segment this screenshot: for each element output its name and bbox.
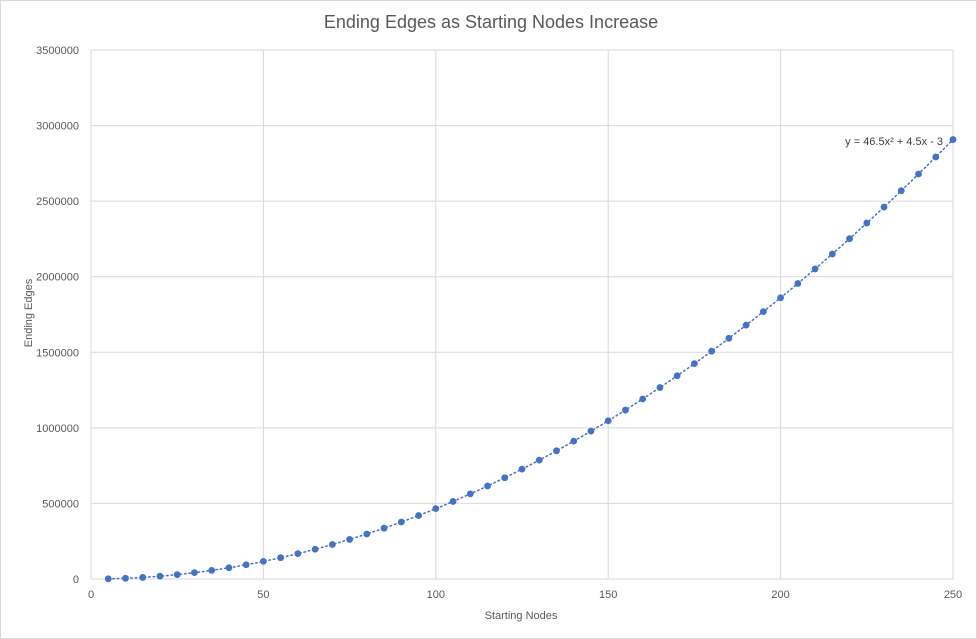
data-point — [225, 564, 233, 572]
data-point — [311, 545, 319, 553]
data-point — [828, 250, 836, 258]
data-point — [363, 530, 371, 538]
y-tick-label: 3500000 — [36, 45, 79, 57]
data-point — [191, 569, 198, 577]
y-tick-label: 0 — [73, 574, 79, 586]
data-point — [380, 524, 388, 532]
x-tick-label: 100 — [427, 589, 445, 601]
data-point — [863, 219, 871, 227]
data-point — [156, 572, 164, 580]
data-point — [242, 561, 250, 569]
data-point — [518, 465, 526, 473]
data-point — [122, 574, 129, 582]
data-point — [691, 360, 698, 368]
data-point — [294, 550, 302, 558]
data-point — [397, 518, 405, 526]
data-point — [949, 136, 957, 143]
data-point — [622, 406, 629, 414]
data-point — [915, 170, 922, 178]
data-point — [466, 490, 474, 498]
data-point — [725, 334, 733, 342]
data-point — [794, 280, 802, 287]
x-tick-label: 150 — [599, 589, 617, 601]
trendline-group — [107, 138, 954, 580]
data-point — [587, 427, 595, 435]
data-point — [777, 294, 784, 302]
data-points — [104, 136, 957, 583]
data-point — [277, 554, 285, 562]
data-point — [897, 187, 905, 195]
data-point — [484, 482, 491, 490]
x-tick-label: 50 — [257, 589, 269, 601]
gridlines — [90, 49, 954, 580]
data-point — [432, 505, 440, 513]
y-tick-label: 1000000 — [36, 423, 79, 435]
y-tick-label: 2000000 — [36, 272, 79, 284]
data-point — [173, 571, 181, 578]
data-point — [449, 498, 457, 505]
data-point — [208, 566, 216, 574]
data-point — [880, 203, 888, 211]
data-point — [415, 512, 422, 519]
data-point — [260, 557, 267, 565]
data-point — [604, 417, 612, 425]
y-tick-label: 3000000 — [36, 121, 79, 133]
x-tick-label: 0 — [88, 589, 94, 601]
data-point — [104, 575, 112, 583]
x-tick-label: 250 — [944, 589, 962, 601]
data-point — [553, 447, 560, 455]
y-tick-label: 1500000 — [36, 347, 79, 359]
y-axis-label: Ending Edges — [23, 278, 35, 347]
data-point — [346, 536, 353, 543]
data-point — [742, 321, 750, 329]
x-axis-label: Starting Nodes — [485, 610, 558, 622]
data-point — [708, 347, 716, 355]
trendline — [107, 138, 954, 580]
data-point — [759, 308, 767, 316]
data-point — [328, 541, 336, 548]
data-point — [932, 153, 940, 161]
y-tick-label: 500000 — [42, 498, 79, 510]
tick-labels: 0 500000 1000000 1500000 2000000 2500000 30000… — [36, 45, 962, 601]
data-point — [570, 437, 578, 445]
data-point — [139, 574, 147, 581]
data-point — [639, 395, 647, 403]
data-point — [501, 474, 509, 482]
data-point — [535, 456, 543, 464]
data-point — [811, 265, 819, 273]
chart-title: Ending Edges as Starting Nodes Increase — [324, 12, 658, 32]
y-tick-label: 2500000 — [36, 196, 79, 208]
trendline-equation: y = 46.5x² + 4.5x - 3 — [845, 136, 943, 148]
data-point — [656, 384, 664, 391]
data-point — [846, 235, 853, 243]
x-tick-label: 200 — [771, 589, 789, 601]
data-point — [673, 372, 681, 380]
